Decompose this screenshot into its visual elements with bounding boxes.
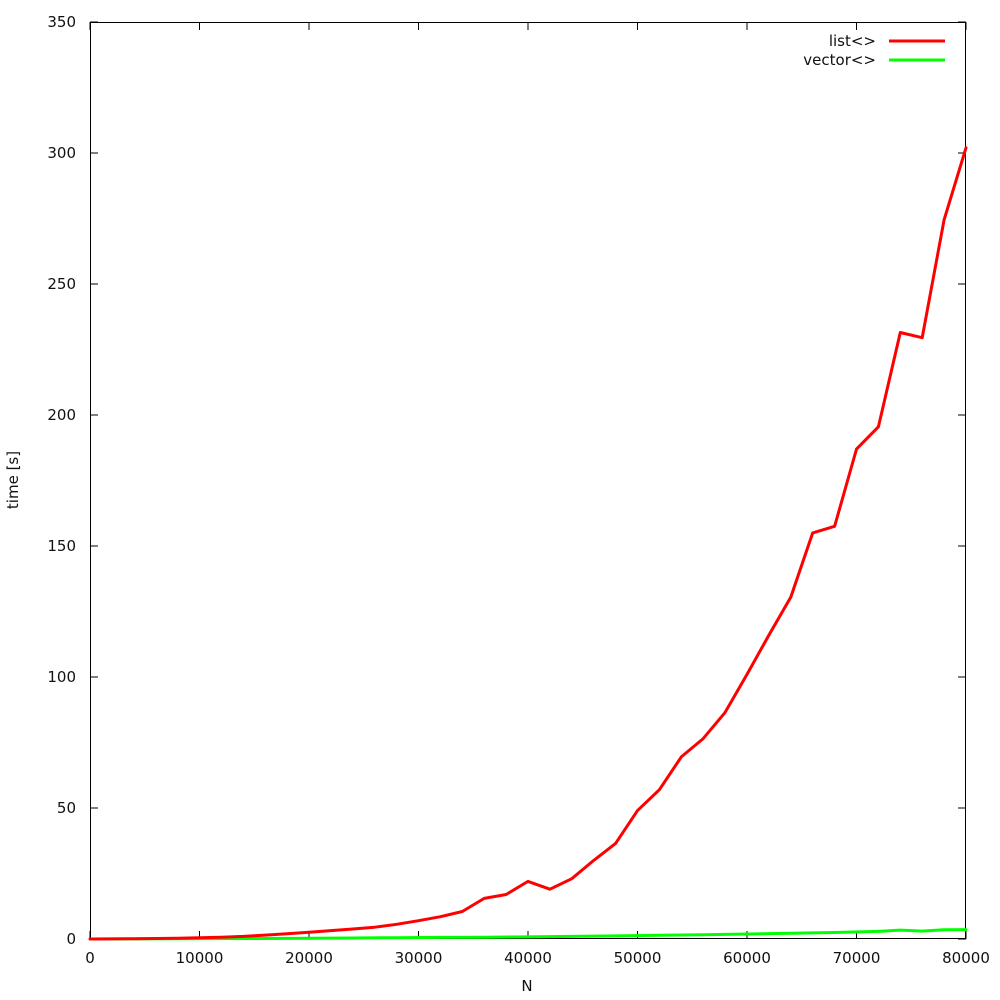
plot-frame <box>90 22 966 939</box>
series-group <box>88 146 968 941</box>
x-tick-label: 30000 <box>395 949 443 967</box>
y-tick-label: 50 <box>57 799 76 817</box>
x-tick-label: 0 <box>85 949 95 967</box>
x-ticks: 0 10000 20000 30000 40000 50000 60000 70000 8000… <box>85 22 990 967</box>
x-tick-label: 70000 <box>833 949 881 967</box>
y-tick-label: 0 <box>66 930 76 948</box>
series-line-1 <box>88 928 968 941</box>
x-tick-label: 60000 <box>723 949 771 967</box>
x-tick-label: 80000 <box>942 949 990 967</box>
y-tick-label: 350 <box>47 13 76 31</box>
x-tick-label: 10000 <box>176 949 224 967</box>
series-line-0 <box>88 146 968 941</box>
legend-label: vector<> <box>803 51 876 69</box>
y-tick-label: 300 <box>47 144 76 162</box>
y-tick-label: 150 <box>47 537 76 555</box>
legend: list<>vector<> <box>803 32 945 69</box>
y-axis-label: time [s] <box>4 451 22 509</box>
legend-label: list<> <box>829 32 876 50</box>
x-tick-label: 50000 <box>614 949 662 967</box>
y-tick-label: 200 <box>47 406 76 424</box>
y-tick-label: 250 <box>47 275 76 293</box>
x-tick-label: 40000 <box>504 949 552 967</box>
y-tick-label: 100 <box>47 668 76 686</box>
y-ticks: 0 50 100 150 200 250 300 350 <box>47 13 966 948</box>
x-axis-label: N <box>521 977 532 995</box>
x-tick-label: 20000 <box>285 949 333 967</box>
